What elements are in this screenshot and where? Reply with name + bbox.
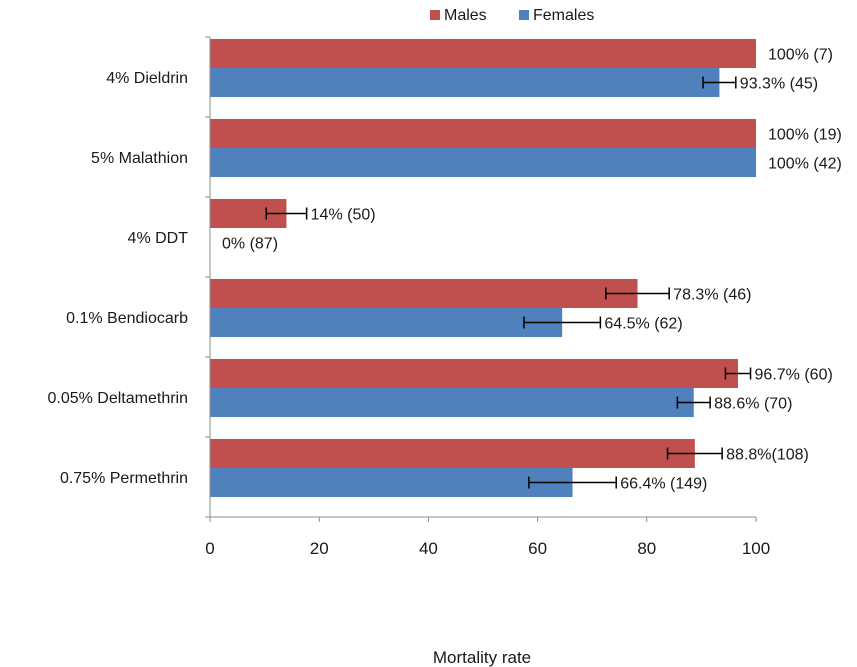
x-axis-title: Mortality rate	[433, 648, 531, 667]
data-label: 96.7% (60)	[755, 367, 833, 384]
bars-group	[210, 39, 756, 497]
category-label: 0.75% Permethrin	[60, 470, 188, 487]
category-label: 5% Malathion	[91, 150, 188, 167]
category-label: 4% DDT	[128, 230, 189, 247]
data-label: 78.3% (46)	[673, 287, 751, 304]
data-label: 88.8%(108)	[726, 447, 809, 464]
bar-females	[210, 388, 694, 417]
bar-females	[210, 148, 756, 177]
category-label: 4% Dieldrin	[106, 70, 188, 87]
data-label: 14% (50)	[311, 207, 376, 224]
category-labels-group: 4% Dieldrin 5% Malathion 4% DDT 0.1% Bendio…	[47, 70, 188, 487]
x-tick-label: 100	[742, 539, 770, 558]
data-label: 66.4% (149)	[620, 476, 707, 493]
legend-label: Males	[444, 7, 487, 24]
legend-label: Females	[533, 7, 594, 24]
data-label: 100% (7)	[768, 47, 833, 64]
bar-males	[210, 279, 638, 308]
x-tick-label: 0	[205, 539, 214, 558]
x-tick-label: 60	[528, 539, 547, 558]
bar-females	[210, 308, 563, 337]
legend-swatch-males	[430, 10, 440, 20]
category-label: 0.1% Bendiocarb	[66, 310, 188, 327]
x-tick-label: 40	[419, 539, 438, 558]
data-label: 93.3% (45)	[740, 76, 818, 93]
bar-males	[210, 39, 756, 68]
data-label: 64.5% (62)	[604, 316, 682, 333]
data-label: 88.6% (70)	[714, 396, 792, 413]
bar-males	[210, 119, 756, 148]
category-label: 0.05% Deltamethrin	[47, 390, 188, 407]
x-tick-label: 20	[310, 539, 329, 558]
axes-group: 0 20 40 60 80 100	[205, 36, 770, 558]
error-bars-group	[265, 76, 752, 489]
legend-swatch-females	[519, 10, 529, 20]
bar-females	[210, 468, 573, 497]
bar-females	[210, 68, 720, 97]
chart-legend: Males Females	[430, 7, 594, 24]
data-labels-group: 100% (7) 100% (19) 14% (50) 78.3% (46) 96.7%…	[222, 47, 842, 493]
bar-males	[210, 359, 738, 388]
data-label: 100% (42)	[768, 156, 842, 173]
bar-males	[210, 439, 695, 468]
data-label: 0% (87)	[222, 236, 278, 253]
data-label: 100% (19)	[768, 127, 842, 144]
x-tick-label: 80	[637, 539, 656, 558]
